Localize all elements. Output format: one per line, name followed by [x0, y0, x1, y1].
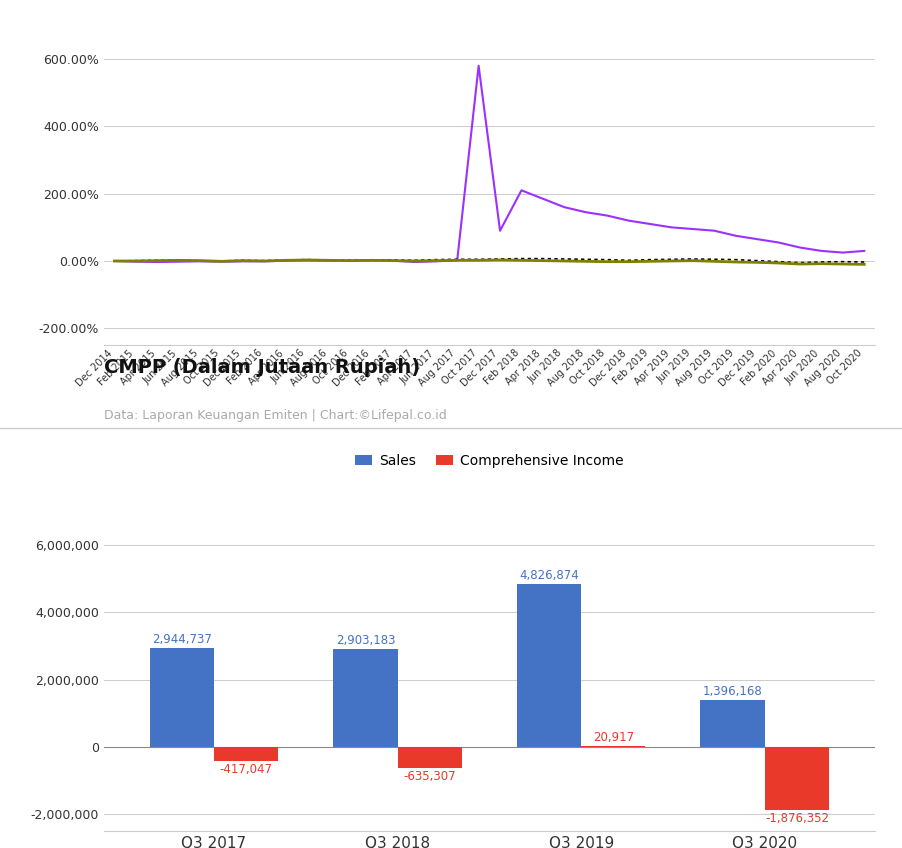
Bar [765, 747, 829, 810]
Text: -635,307: -635,307 [403, 770, 456, 784]
Text: Data: Laporan Keuangan Emiten | Chart:©Lifepal.co.id: Data: Laporan Keuangan Emiten | Chart:©L… [104, 409, 446, 422]
Text: 20,917: 20,917 [593, 731, 634, 745]
Bar [214, 747, 278, 761]
Text: -1,876,352: -1,876,352 [765, 812, 829, 825]
Bar [398, 747, 462, 768]
Legend: Sales, Comprehensive Income: Sales, Comprehensive Income [349, 448, 630, 473]
Text: 4,826,874: 4,826,874 [520, 570, 579, 583]
Bar [517, 584, 581, 747]
Bar [333, 650, 398, 747]
Text: CMPP (Dalam Jutaan Rupiah): CMPP (Dalam Jutaan Rupiah) [104, 358, 419, 377]
Text: 2,944,737: 2,944,737 [152, 633, 212, 646]
Bar [150, 648, 214, 747]
Text: 2,903,183: 2,903,183 [336, 634, 395, 647]
Bar [701, 700, 765, 747]
Text: 1,396,168: 1,396,168 [703, 685, 762, 698]
Text: -417,047: -417,047 [219, 763, 272, 776]
